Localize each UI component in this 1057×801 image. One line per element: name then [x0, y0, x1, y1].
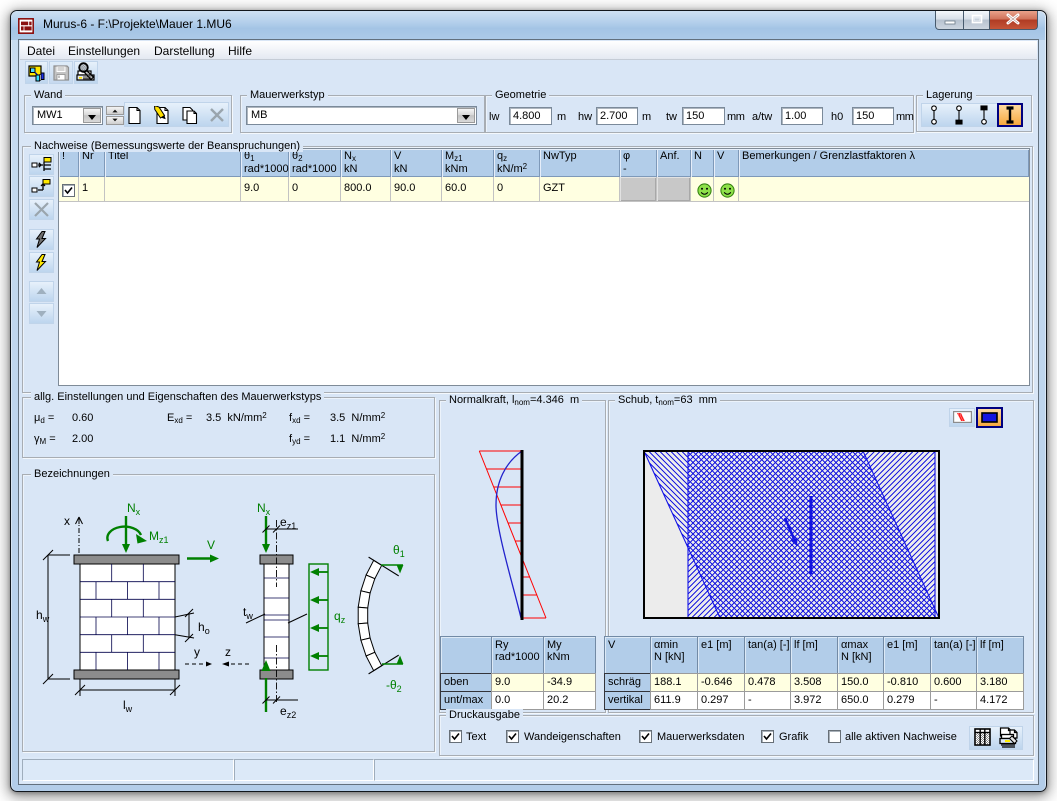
svg-text:Mz1: Mz1 [149, 529, 169, 545]
svg-text:qz: qz [334, 609, 346, 625]
svg-text:z: z [225, 645, 231, 659]
svg-text:y: y [194, 645, 200, 659]
svg-text:tw: tw [243, 605, 253, 621]
svg-text:lw: lw [123, 698, 133, 714]
svg-text:x: x [64, 514, 70, 528]
svg-text:θ1: θ1 [393, 543, 405, 559]
svg-text:V: V [207, 538, 215, 552]
svg-text:ho: ho [198, 620, 210, 636]
svg-text:Nx: Nx [127, 501, 141, 517]
svg-text:ez2: ez2 [280, 704, 296, 720]
svg-text:-θ2: -θ2 [386, 678, 402, 694]
svg-text:ez1: ez1 [280, 515, 296, 531]
svg-text:Nx: Nx [257, 501, 271, 517]
